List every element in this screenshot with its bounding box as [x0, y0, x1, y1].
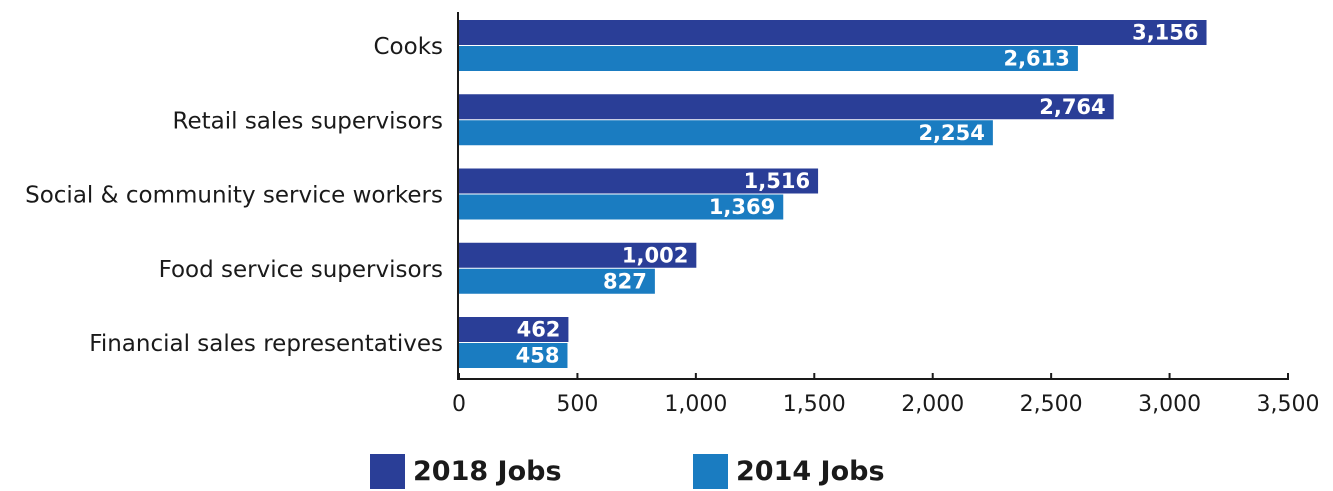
ticks-layer: 0 500 1,000 1,500 2,000 2,500 3,000 3,500 [452, 373, 1319, 417]
data-label-2014-jobs-food-service-supervisors: 827 [603, 269, 647, 293]
legend-item-2018: 2018 Jobs [370, 454, 562, 489]
category-label-retail-sales-supervisors: Retail sales supervisors [173, 108, 443, 134]
bar-2018-jobs-financial-sales-representatives [459, 317, 569, 342]
bars-layer [459, 20, 1207, 368]
bar-2018-jobs-food-service-supervisors [459, 242, 697, 268]
data-label-2018-jobs-financial-sales-representatives: 462 [517, 318, 561, 342]
data-label-2014-jobs-cooks: 2,613 [1003, 47, 1069, 71]
data-label-2018-jobs-food-service-supervisors: 1,002 [622, 243, 688, 267]
data-label-2014-jobs-financial-sales-representatives: 458 [516, 344, 560, 368]
legend-swatch-2014 [693, 454, 728, 489]
legend-swatch-2018 [370, 454, 405, 489]
legend-label-2018: 2018 Jobs [413, 456, 562, 487]
bar-2014-jobs-cooks [459, 46, 1078, 71]
legend-label-2014: 2014 Jobs [736, 456, 885, 487]
category-label-financial-sales-representatives: Financial sales representatives [89, 331, 443, 357]
x-tick-label-0: 0 [452, 392, 466, 417]
legend: 2018 Jobs 2014 Jobs [0, 454, 1333, 490]
bar-2014-jobs-financial-sales-representatives [459, 343, 568, 368]
x-tick-label-3500: 3,500 [1257, 392, 1320, 417]
x-tick-label-500: 500 [556, 392, 598, 417]
data-label-2014-jobs-retail-sales-supervisors: 2,254 [918, 121, 984, 145]
category-label-social-community-service-workers: Social & community service workers [25, 183, 443, 209]
data-label-2018-jobs-retail-sales-supervisors: 2,764 [1039, 95, 1105, 119]
legend-item-2014: 2014 Jobs [693, 454, 885, 489]
bar-2018-jobs-retail-sales-supervisors [459, 94, 1114, 120]
bar-2014-jobs-social-community-service-workers [459, 194, 784, 220]
labels-layer: 3,156 2,613 Cooks 2,764 2,254 Retail sales su… [25, 21, 1198, 368]
bar-2018-jobs-cooks [459, 20, 1207, 45]
data-label-2018-jobs-social-community-service-workers: 1,516 [744, 169, 810, 193]
x-tick-label-1000: 1,000 [664, 392, 727, 417]
x-tick-label-2500: 2,500 [1020, 392, 1083, 417]
x-tick-label-3000: 3,000 [1138, 392, 1201, 417]
bar-2014-jobs-retail-sales-supervisors [459, 120, 993, 146]
category-label-cooks: Cooks [373, 34, 443, 60]
bar-2014-jobs-food-service-supervisors [459, 268, 655, 294]
data-label-2014-jobs-social-community-service-workers: 1,369 [709, 195, 775, 219]
x-tick-label-1500: 1,500 [783, 392, 846, 417]
data-label-2018-jobs-cooks: 3,156 [1132, 21, 1198, 45]
bar-2018-jobs-social-community-service-workers [459, 168, 819, 194]
category-label-food-service-supervisors: Food service supervisors [159, 257, 443, 283]
x-tick-label-2000: 2,000 [901, 392, 964, 417]
